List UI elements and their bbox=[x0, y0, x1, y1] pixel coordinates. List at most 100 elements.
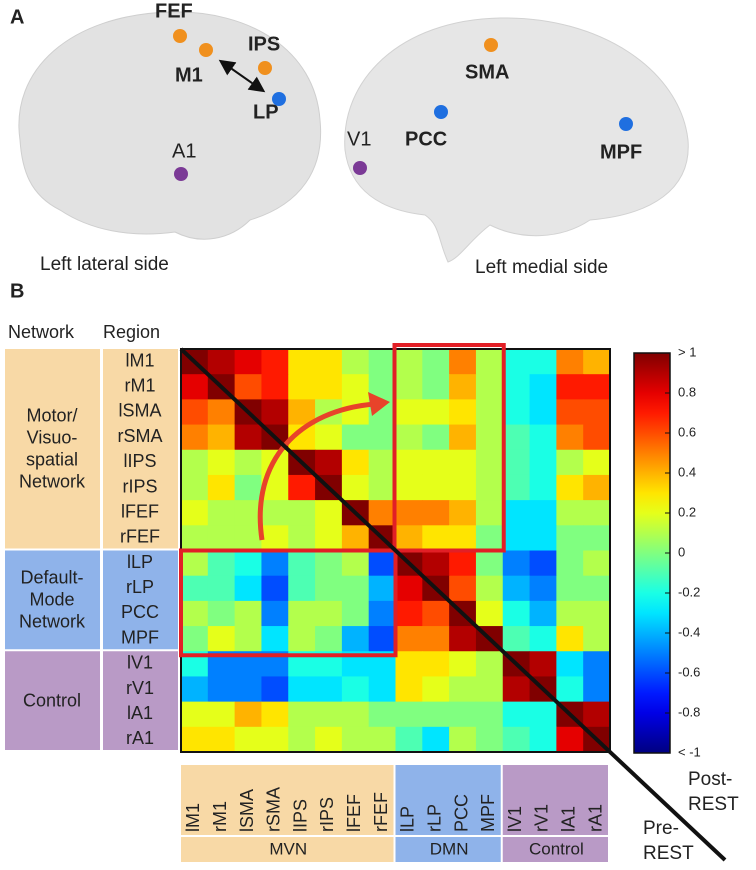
heat-cell bbox=[475, 651, 504, 677]
colorbar bbox=[633, 352, 671, 754]
heat-cell bbox=[207, 626, 236, 652]
row-label: lA1 bbox=[127, 703, 153, 723]
network-name: Control bbox=[23, 690, 81, 710]
heat-cell bbox=[261, 626, 289, 652]
row-label: lFEF bbox=[121, 501, 159, 521]
heat-cell bbox=[422, 474, 450, 501]
heat-cell bbox=[207, 550, 236, 577]
col-group-abbr bbox=[502, 837, 608, 862]
region-dot bbox=[199, 43, 213, 57]
region-label: PCC bbox=[405, 128, 447, 150]
heat-cell bbox=[234, 626, 262, 652]
heat-cell bbox=[234, 424, 262, 451]
heat-cell bbox=[368, 626, 396, 652]
heat-cell bbox=[422, 726, 450, 753]
heat-cell bbox=[556, 424, 584, 451]
heat-cell bbox=[261, 399, 289, 426]
colorbar-label: -0.8 bbox=[678, 704, 700, 719]
network-abbr: DMN bbox=[430, 839, 469, 858]
heat-cell bbox=[475, 449, 504, 476]
heat-cell bbox=[341, 726, 370, 753]
heat-cell bbox=[529, 726, 557, 753]
heat-cell bbox=[556, 600, 584, 627]
col-label: rFEF bbox=[371, 792, 391, 832]
arrow bbox=[257, 401, 376, 541]
heat-cell bbox=[368, 349, 396, 375]
heat-cell bbox=[395, 424, 423, 451]
region-label: FEF bbox=[155, 0, 193, 22]
heat-cell bbox=[502, 449, 531, 476]
heat-cell bbox=[475, 500, 504, 526]
heat-cell bbox=[368, 474, 396, 501]
heat-cell bbox=[529, 424, 557, 451]
heat-cell bbox=[207, 575, 236, 602]
lower-label: REST bbox=[643, 843, 694, 864]
arrow bbox=[218, 59, 266, 93]
heat-cell bbox=[181, 575, 209, 602]
col-label: rV1 bbox=[532, 804, 552, 832]
col-group bbox=[395, 765, 501, 835]
heat-cell bbox=[529, 575, 557, 602]
heat-cell bbox=[583, 651, 611, 677]
heat-cell bbox=[556, 399, 584, 426]
heat-cell bbox=[395, 626, 423, 652]
col-label: lLP bbox=[398, 806, 418, 832]
heat-cell bbox=[315, 374, 343, 400]
heat-cell bbox=[288, 349, 316, 375]
row-label: rIPS bbox=[122, 476, 157, 496]
heat-cell bbox=[234, 474, 262, 501]
colorbar-label: 0.6 bbox=[678, 424, 696, 439]
heat-cell bbox=[395, 676, 423, 703]
heat-cell bbox=[475, 474, 504, 501]
heat-cell bbox=[395, 575, 423, 602]
region-label: V1 bbox=[347, 128, 371, 150]
heat-cell bbox=[341, 349, 370, 375]
heat-cell bbox=[181, 550, 209, 577]
heat-cell bbox=[502, 550, 531, 577]
heat-cell bbox=[341, 600, 370, 627]
heat-cell bbox=[315, 424, 343, 451]
heat-cell bbox=[315, 525, 343, 551]
panel-label: B bbox=[10, 280, 24, 302]
region-cell bbox=[103, 550, 178, 650]
heat-cell bbox=[556, 449, 584, 476]
heat-cell bbox=[583, 525, 611, 551]
heat-cell bbox=[583, 424, 611, 451]
heat-cell bbox=[315, 349, 343, 375]
row-label: rSMA bbox=[118, 426, 163, 446]
region-label: M1 bbox=[175, 64, 203, 86]
network-cell bbox=[5, 651, 100, 750]
heat-cell bbox=[181, 701, 209, 728]
heat-cell bbox=[181, 449, 209, 476]
panel-label: A bbox=[10, 6, 24, 28]
caption: Left medial side bbox=[475, 257, 608, 278]
heat-cell bbox=[341, 676, 370, 703]
heat-cell bbox=[207, 676, 236, 703]
heat-cell bbox=[315, 726, 343, 753]
heat-cell bbox=[449, 676, 477, 703]
heat-cell bbox=[288, 550, 316, 577]
col-label: rM1 bbox=[210, 801, 230, 832]
heat-cell bbox=[529, 349, 557, 375]
heat-cell bbox=[449, 374, 477, 400]
header: Network bbox=[8, 322, 75, 342]
heat-cell bbox=[449, 474, 477, 501]
heat-cell bbox=[475, 550, 504, 577]
region-dot bbox=[619, 117, 633, 131]
heat-cell bbox=[181, 600, 209, 627]
heat-cell bbox=[583, 399, 611, 426]
heat-cell bbox=[475, 374, 504, 400]
heat-cell bbox=[422, 600, 450, 627]
heat-cell bbox=[422, 374, 450, 400]
network-name: Network bbox=[19, 612, 86, 632]
heat-cell bbox=[288, 676, 316, 703]
row-label: rFEF bbox=[120, 527, 160, 547]
network-name: Visuo- bbox=[27, 428, 78, 448]
heat-cell bbox=[529, 500, 557, 526]
heat-cell bbox=[395, 500, 423, 526]
heat-cell bbox=[422, 424, 450, 451]
heat-cell bbox=[475, 575, 504, 602]
region-label: A1 bbox=[172, 140, 196, 162]
heat-cell bbox=[475, 349, 504, 375]
heat-cell bbox=[315, 449, 343, 476]
